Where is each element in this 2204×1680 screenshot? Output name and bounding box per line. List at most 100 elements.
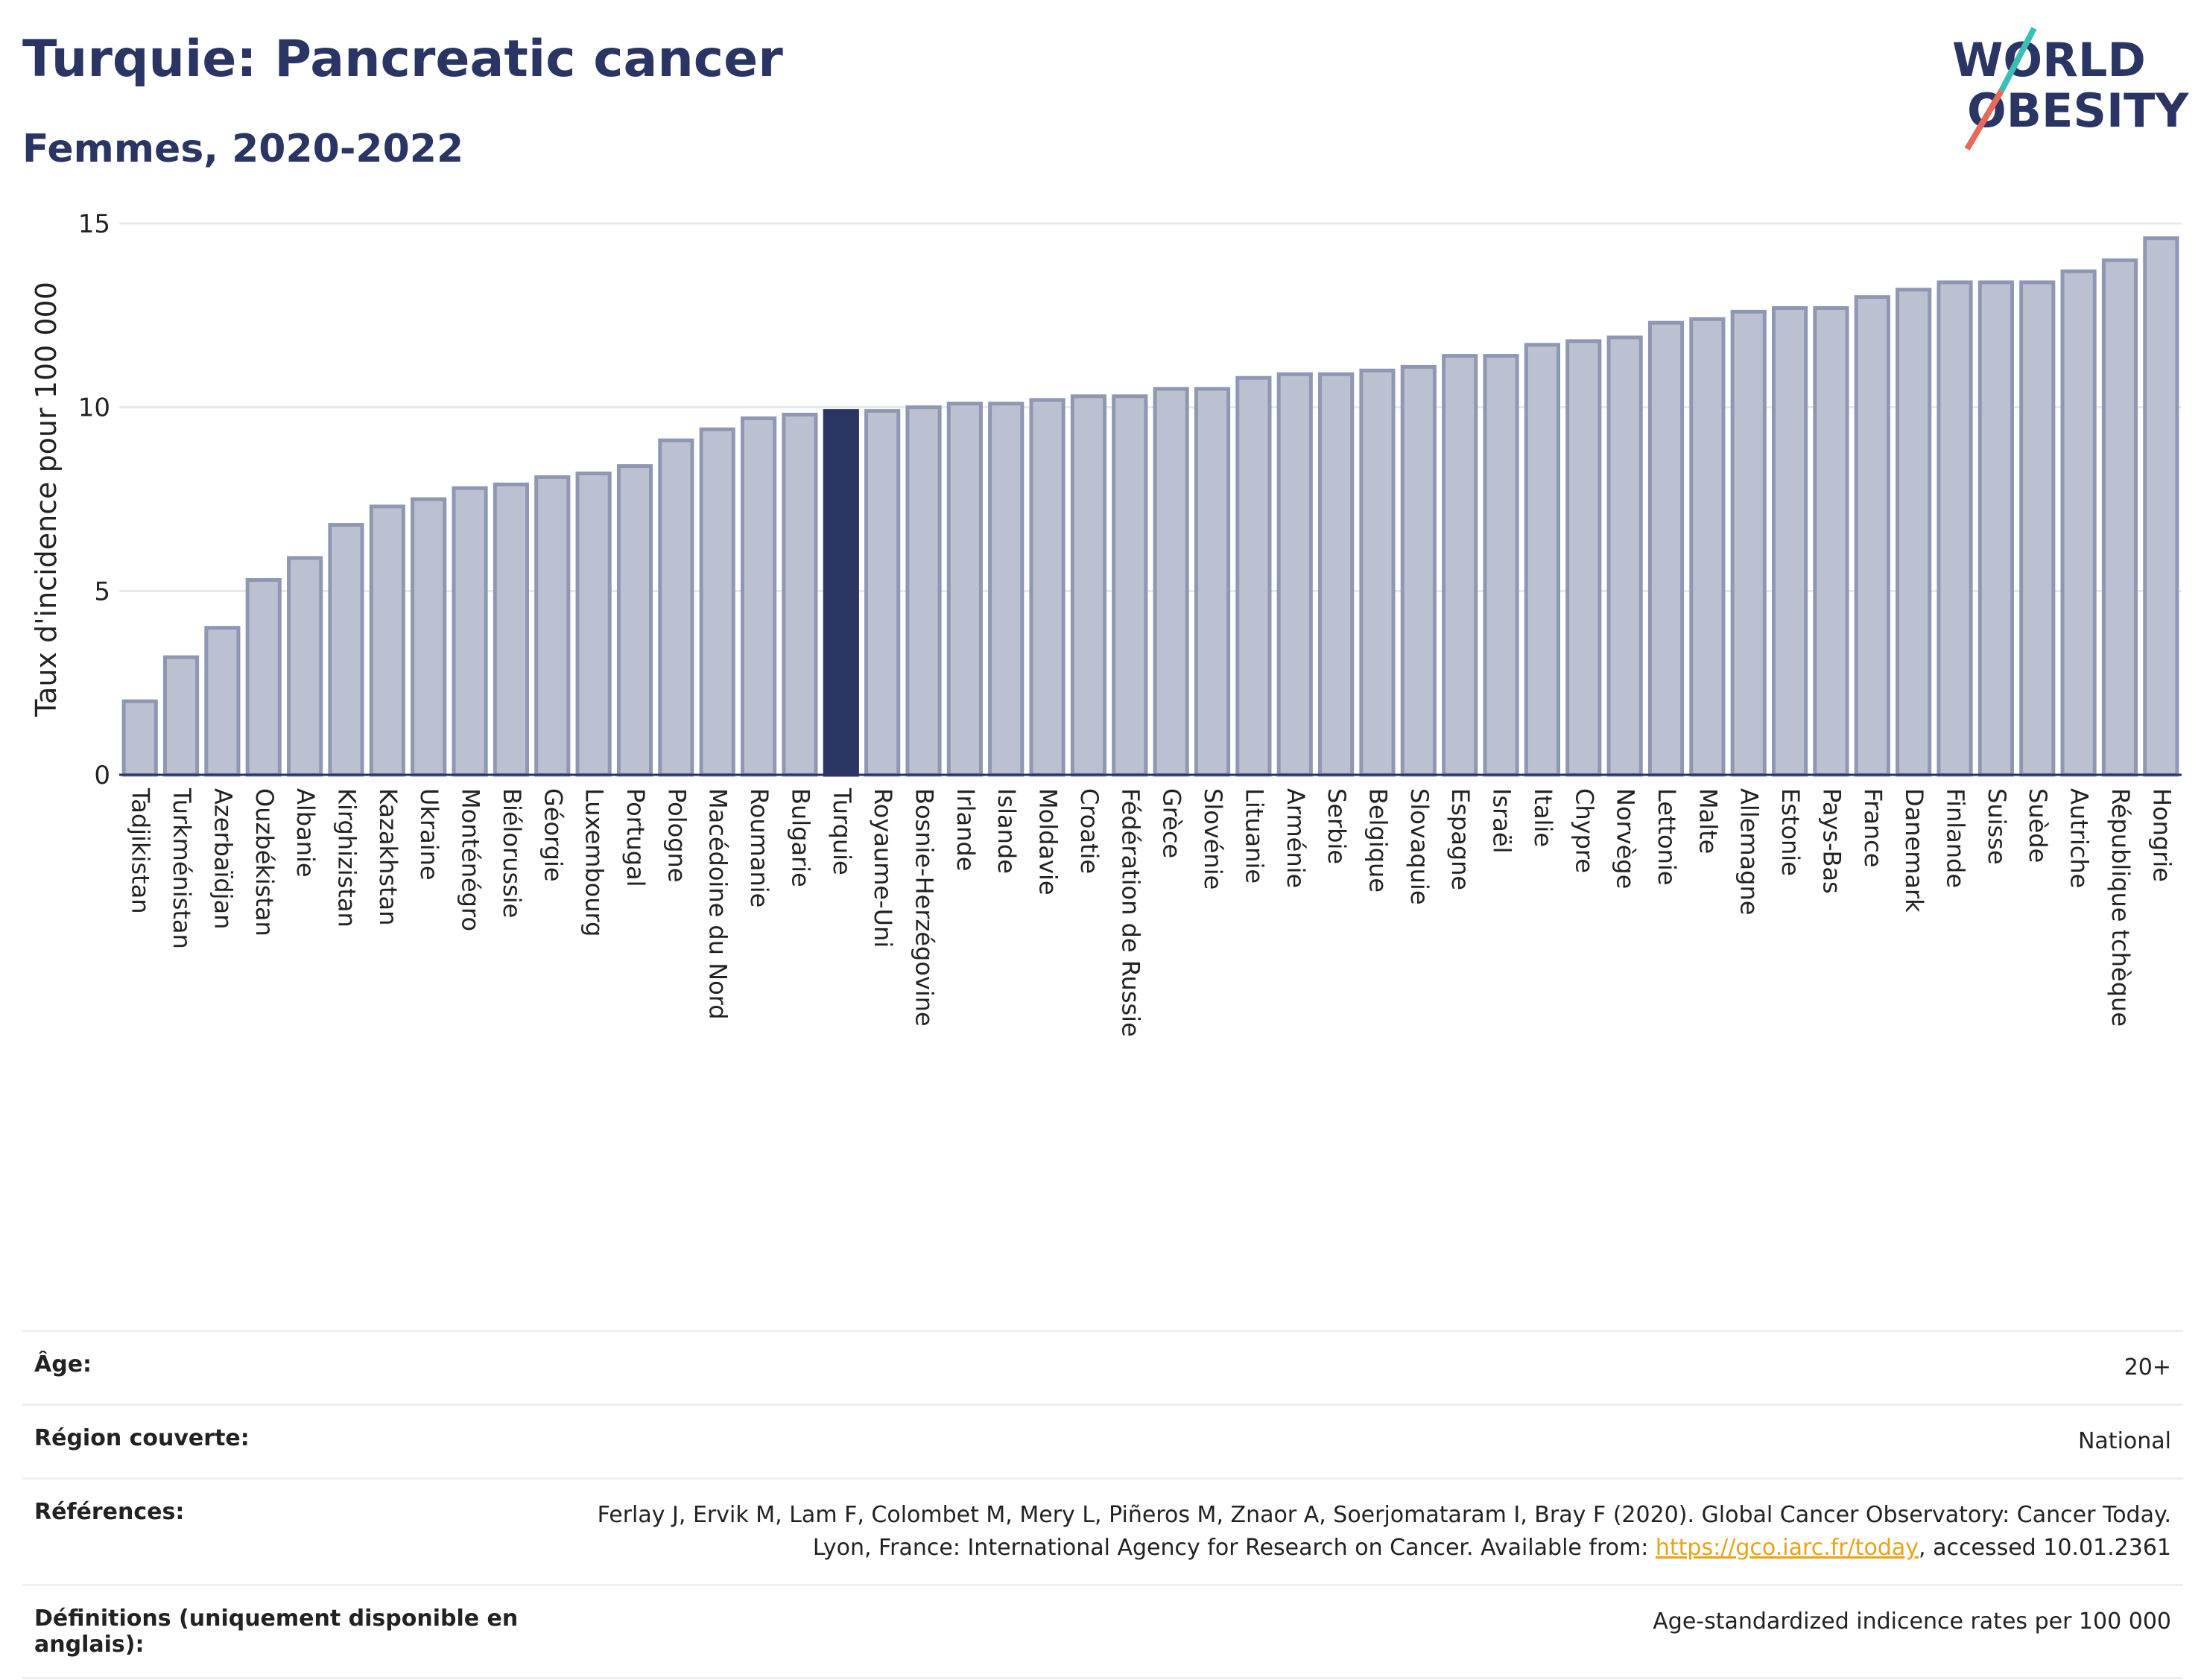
bar bbox=[946, 402, 983, 777]
bar bbox=[1813, 305, 1849, 777]
bar bbox=[369, 504, 405, 777]
chart-subtitle: Femmes, 2020-2022 bbox=[22, 127, 464, 171]
x-tick-label: Islande bbox=[992, 788, 1021, 874]
bar bbox=[121, 699, 158, 777]
bar bbox=[1689, 317, 1726, 777]
bar-highlight bbox=[823, 409, 859, 777]
y-tick-label: 10 bbox=[78, 393, 110, 423]
metadata-table: Âge: 20+ Région couverte: National Référ… bbox=[22, 1330, 2183, 1679]
bar bbox=[699, 427, 735, 777]
x-tick-label: Lituanie bbox=[1240, 788, 1268, 884]
meta-row-region: Région couverte: National bbox=[22, 1404, 2183, 1480]
bar bbox=[1276, 372, 1313, 777]
bar-chart: 0 5 10 15 Taux d'incidence pour 100 000 Tadji… bbox=[30, 209, 2182, 1037]
x-tick-label: Croatie bbox=[1075, 788, 1103, 874]
x-tick-label: Autriche bbox=[2065, 788, 2094, 888]
x-tick-label: Finlande bbox=[1942, 788, 1970, 888]
bar bbox=[1029, 398, 1065, 777]
x-tick-label: Biélorussie bbox=[498, 788, 526, 918]
bar bbox=[616, 464, 653, 777]
y-tick-label: 15 bbox=[78, 209, 110, 239]
x-tick-label: Turquie bbox=[828, 787, 856, 875]
age-label: Âge: bbox=[22, 1330, 553, 1406]
x-tick-label: Pays-Bas bbox=[1817, 788, 1846, 894]
bar bbox=[534, 475, 571, 777]
y-tick-label: 5 bbox=[94, 577, 110, 606]
bar bbox=[2143, 236, 2179, 777]
x-tick-label: République tchèque bbox=[2106, 788, 2135, 1027]
bar bbox=[287, 556, 323, 777]
x-tick-label: Bosnie-Herzégovine bbox=[911, 788, 939, 1027]
x-tick-label: Belgique bbox=[1364, 788, 1392, 893]
bar bbox=[1606, 335, 1643, 777]
bar bbox=[740, 416, 777, 777]
x-tick-label: Suède bbox=[2024, 788, 2052, 863]
bar bbox=[575, 471, 612, 777]
bar bbox=[1194, 387, 1231, 777]
x-tick-label: Allemagne bbox=[1735, 788, 1764, 915]
bar bbox=[2060, 269, 2097, 777]
x-tick-label: Estonie bbox=[1776, 788, 1805, 876]
bar bbox=[1153, 387, 1189, 777]
x-tick-label: Chypre bbox=[1570, 788, 1598, 873]
meta-row-definitions: Définitions (uniquement disponible en an… bbox=[22, 1584, 2183, 1679]
meta-row-age: Âge: 20+ bbox=[22, 1330, 2183, 1406]
bar bbox=[411, 497, 447, 777]
logo-slash-red bbox=[1964, 89, 2004, 151]
x-tick-label: Hongrie bbox=[2147, 788, 2176, 882]
x-tick-label: Portugal bbox=[621, 788, 650, 887]
x-tick-label: Suisse bbox=[1983, 788, 2011, 865]
bar bbox=[1854, 295, 1890, 777]
bar bbox=[864, 409, 901, 777]
x-tick-label: Serbie bbox=[1323, 788, 1351, 864]
x-tick-label: Royaume-Uni bbox=[869, 788, 897, 948]
bar bbox=[1112, 394, 1148, 777]
bar bbox=[1565, 339, 1602, 777]
bar bbox=[1400, 364, 1437, 777]
bar bbox=[2019, 280, 2056, 777]
meta-row-references: Références: Ferlay J, Ervik M, Lam F, Co… bbox=[22, 1477, 2183, 1586]
x-tick-label: Azerbaïdjan bbox=[209, 788, 237, 929]
x-tick-label: Pologne bbox=[662, 788, 691, 882]
region-label: Région couverte: bbox=[22, 1404, 553, 1480]
bar bbox=[1235, 375, 1272, 777]
references-label: Références: bbox=[22, 1477, 553, 1586]
bar bbox=[1771, 305, 1808, 777]
x-tick-label: Ukraine bbox=[415, 788, 443, 881]
logo-line2: OBESITY bbox=[1967, 83, 2189, 138]
x-tick-label: Fédération de Russie bbox=[1116, 788, 1144, 1037]
x-tick-label: Danemark bbox=[1900, 788, 1928, 913]
x-tick-label: Malte bbox=[1694, 788, 1722, 854]
x-tick-label: Géorgie bbox=[539, 788, 567, 882]
x-tick-label: Monténégro bbox=[457, 788, 485, 931]
logo-line1: WORLD bbox=[1952, 33, 2146, 87]
bar bbox=[905, 405, 942, 777]
x-tick-label: Ouzbékistan bbox=[250, 788, 279, 936]
definitions-label: Définitions (uniquement disponible en an… bbox=[22, 1584, 553, 1679]
x-tick-label: Bulgarie bbox=[786, 788, 814, 887]
x-tick-label: Irlande bbox=[951, 788, 980, 871]
bar bbox=[1318, 372, 1355, 777]
bar bbox=[658, 438, 694, 777]
age-value: 20+ bbox=[553, 1330, 2183, 1406]
x-tick-label: France bbox=[1859, 788, 1887, 867]
references-link[interactable]: https://gco.iarc.fr/today bbox=[1655, 1535, 1919, 1561]
x-tick-label: Grèce bbox=[1158, 788, 1186, 858]
y-tick-label: 0 bbox=[94, 761, 110, 790]
bar bbox=[782, 413, 818, 777]
bar bbox=[1730, 309, 1767, 777]
x-tick-label: Luxembourg bbox=[580, 788, 609, 936]
bar bbox=[1977, 280, 2014, 777]
bar bbox=[1359, 368, 1396, 777]
x-tick-label: Slovénie bbox=[1199, 788, 1227, 890]
x-tick-label: Israël bbox=[1488, 788, 1516, 853]
x-tick-label: Macédoine du Nord bbox=[704, 788, 732, 1020]
logo-slash-teal bbox=[1998, 27, 2037, 92]
bar bbox=[1647, 320, 1685, 777]
x-tick-label: Roumanie bbox=[745, 788, 773, 907]
bar bbox=[452, 486, 488, 777]
chart-title: Turquie: Pancreatic cancer bbox=[22, 30, 783, 89]
bar bbox=[328, 523, 364, 777]
bar bbox=[1442, 354, 1478, 777]
references-value: Ferlay J, Ervik M, Lam F, Colombet M, Me… bbox=[553, 1477, 2183, 1586]
